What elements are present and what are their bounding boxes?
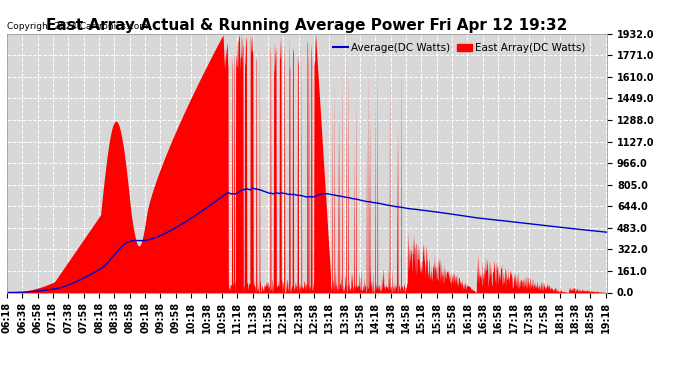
Text: Copyright 2024 Cartronics.com: Copyright 2024 Cartronics.com [7,22,148,31]
Legend: Average(DC Watts), East Array(DC Watts): Average(DC Watts), East Array(DC Watts) [328,39,590,57]
Title: East Array Actual & Running Average Power Fri Apr 12 19:32: East Array Actual & Running Average Powe… [46,18,568,33]
